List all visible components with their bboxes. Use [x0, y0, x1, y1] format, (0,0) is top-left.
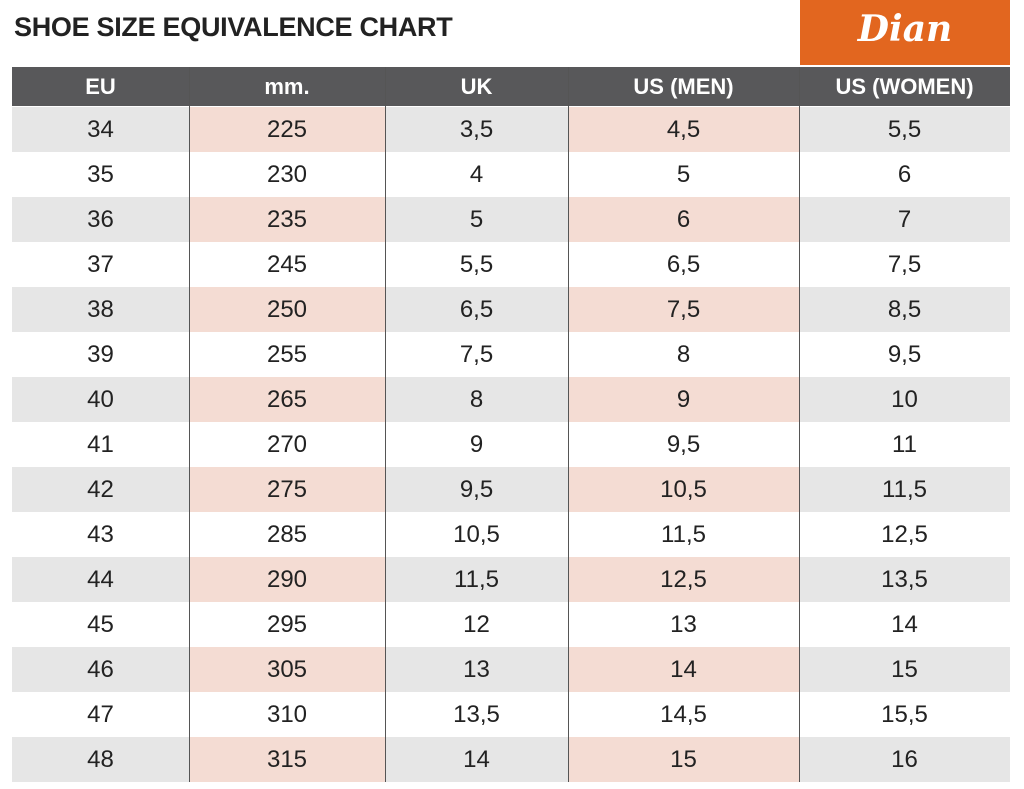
table-cell: 8,5: [799, 287, 1010, 332]
table-cell: 41: [12, 422, 189, 467]
table-cell: 11,5: [799, 467, 1010, 512]
table-cell: 5: [568, 152, 799, 197]
table-cell: 15: [799, 647, 1010, 692]
logo: Dian: [800, 0, 1010, 65]
table-cell: 8: [385, 377, 568, 422]
table-cell: 5: [385, 197, 568, 242]
header-cell: EU: [12, 67, 189, 106]
table-cell: 4: [385, 152, 568, 197]
table-cell: 265: [189, 377, 385, 422]
table-cell: 255: [189, 332, 385, 377]
table-cell: 295: [189, 602, 385, 647]
column-divider: [799, 67, 800, 782]
table-cell: 14: [568, 647, 799, 692]
table-cell: 13,5: [799, 557, 1010, 602]
table-cell: 11: [799, 422, 1010, 467]
table-cell: 16: [799, 737, 1010, 782]
table-cell: 6,5: [568, 242, 799, 287]
table-cell: 9: [568, 377, 799, 422]
header-cell: mm.: [189, 67, 385, 106]
column-divider: [385, 67, 386, 782]
table-cell: 230: [189, 152, 385, 197]
table-cell: 12,5: [799, 512, 1010, 557]
table-cell: 12,5: [568, 557, 799, 602]
table-cell: 5,5: [385, 242, 568, 287]
table-cell: 225: [189, 107, 385, 152]
table-cell: 35: [12, 152, 189, 197]
table-cell: 10,5: [385, 512, 568, 557]
table-cell: 15,5: [799, 692, 1010, 737]
table-cell: 6,5: [385, 287, 568, 332]
table-cell: 37: [12, 242, 189, 287]
table-cell: 14: [799, 602, 1010, 647]
table-cell: 6: [568, 197, 799, 242]
table-cell: 285: [189, 512, 385, 557]
column-divider: [189, 67, 190, 782]
table-cell: 13: [568, 602, 799, 647]
table-cell: 10: [799, 377, 1010, 422]
table-cell: 43: [12, 512, 189, 557]
table-cell: 45: [12, 602, 189, 647]
table-cell: 15: [568, 737, 799, 782]
header-cell: UK: [385, 67, 568, 106]
table-cell: 34: [12, 107, 189, 152]
table-cell: 7: [799, 197, 1010, 242]
header-cell: US (MEN): [568, 67, 799, 106]
table-cell: 14,5: [568, 692, 799, 737]
table-cell: 245: [189, 242, 385, 287]
logo-text: Dian: [857, 8, 953, 50]
table-cell: 315: [189, 737, 385, 782]
table-cell: 12: [385, 602, 568, 647]
table-cell: 275: [189, 467, 385, 512]
table-cell: 36: [12, 197, 189, 242]
table-cell: 48: [12, 737, 189, 782]
table-cell: 305: [189, 647, 385, 692]
table-cell: 46: [12, 647, 189, 692]
table-cell: 9,5: [385, 467, 568, 512]
table-cell: 4,5: [568, 107, 799, 152]
table-cell: 11,5: [568, 512, 799, 557]
table-cell: 40: [12, 377, 189, 422]
table-cell: 310: [189, 692, 385, 737]
table-cell: 7,5: [568, 287, 799, 332]
table-cell: 38: [12, 287, 189, 332]
table-cell: 11,5: [385, 557, 568, 602]
table-cell: 39: [12, 332, 189, 377]
table-cell: 10,5: [568, 467, 799, 512]
table-cell: 13: [385, 647, 568, 692]
table-cell: 235: [189, 197, 385, 242]
header-cell: US (WOMEN): [799, 67, 1010, 106]
table-cell: 270: [189, 422, 385, 467]
table-cell: 250: [189, 287, 385, 332]
page-title: SHOE SIZE EQUIVALENCE CHART: [14, 12, 453, 42]
table-cell: 5,5: [799, 107, 1010, 152]
table-cell: 13,5: [385, 692, 568, 737]
table-cell: 14: [385, 737, 568, 782]
table-cell: 9,5: [799, 332, 1010, 377]
table-cell: 7,5: [385, 332, 568, 377]
table-cell: 47: [12, 692, 189, 737]
column-divider: [568, 67, 569, 782]
table-cell: 9: [385, 422, 568, 467]
table-cell: 8: [568, 332, 799, 377]
table-cell: 44: [12, 557, 189, 602]
table-cell: 6: [799, 152, 1010, 197]
table-cell: 290: [189, 557, 385, 602]
table-cell: 9,5: [568, 422, 799, 467]
table-cell: 3,5: [385, 107, 568, 152]
table-cell: 42: [12, 467, 189, 512]
table-cell: 7,5: [799, 242, 1010, 287]
